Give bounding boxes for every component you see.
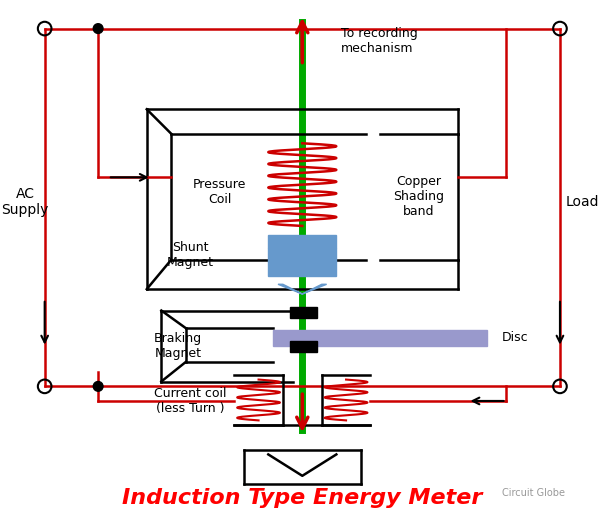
Bar (273, 330, 487, 346)
Text: Braking
Magnet: Braking Magnet (154, 332, 202, 359)
Bar (268, 262, 337, 276)
Text: Circuit Globe: Circuit Globe (502, 488, 565, 498)
Circle shape (93, 24, 103, 34)
Text: Disc: Disc (502, 331, 528, 344)
Bar (268, 248, 337, 262)
Bar (290, 341, 317, 352)
Text: To recording
mechanism: To recording mechanism (341, 27, 418, 55)
Text: Load: Load (566, 195, 599, 209)
Bar (268, 235, 337, 248)
Circle shape (93, 381, 103, 391)
Text: Shunt
Magnet: Shunt Magnet (167, 241, 214, 269)
Bar (290, 307, 317, 318)
Text: Induction Type Energy Meter: Induction Type Energy Meter (122, 488, 482, 508)
Text: Pressure
Coil: Pressure Coil (193, 178, 247, 206)
Text: AC
Supply: AC Supply (2, 186, 49, 217)
Text: Copper
Shading
band: Copper Shading band (394, 175, 445, 218)
Text: Current coil
(less Turn ): Current coil (less Turn ) (154, 387, 227, 415)
Polygon shape (278, 284, 326, 294)
